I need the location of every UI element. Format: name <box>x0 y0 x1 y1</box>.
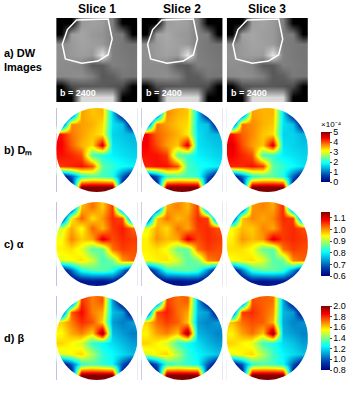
svg-text:0.8: 0.8 <box>333 365 346 375</box>
svg-text:1.0: 1.0 <box>333 354 346 364</box>
svg-text:Slice 2: Slice 2 <box>163 2 201 16</box>
svg-text:×10⁻⁴: ×10⁻⁴ <box>321 120 342 129</box>
svg-text:b = 2400: b = 2400 <box>60 88 96 98</box>
svg-text:d) β: d) β <box>4 332 24 344</box>
svg-text:1.2: 1.2 <box>333 344 346 354</box>
svg-text:2: 2 <box>333 157 338 167</box>
svg-text:0.8: 0.8 <box>333 248 346 258</box>
svg-text:0.6: 0.6 <box>333 271 346 281</box>
svg-text:1.4: 1.4 <box>333 333 346 343</box>
svg-text:2.0: 2.0 <box>333 301 346 311</box>
svg-text:1: 1 <box>333 167 338 177</box>
svg-text:b = 2400: b = 2400 <box>231 88 267 98</box>
svg-text:0.9: 0.9 <box>333 236 346 246</box>
svg-text:Slice 3: Slice 3 <box>248 2 286 16</box>
svg-text:b = 2400: b = 2400 <box>146 88 182 98</box>
svg-text:c) α: c) α <box>4 238 24 250</box>
svg-text:1.0: 1.0 <box>333 225 346 235</box>
svg-text:1.1: 1.1 <box>333 213 346 223</box>
svg-text:5: 5 <box>333 127 338 137</box>
svg-text:b) Dₘ: b) Dₘ <box>4 144 32 156</box>
svg-text:1.6: 1.6 <box>333 322 346 332</box>
svg-text:Slice 1: Slice 1 <box>78 2 116 16</box>
svg-text:1.8: 1.8 <box>333 312 346 322</box>
svg-text:0: 0 <box>333 177 338 187</box>
svg-text:0.7: 0.7 <box>333 260 346 270</box>
svg-text:3: 3 <box>333 147 338 157</box>
svg-text:4: 4 <box>333 137 338 147</box>
svg-text:a) DWImages: a) DWImages <box>4 47 42 73</box>
